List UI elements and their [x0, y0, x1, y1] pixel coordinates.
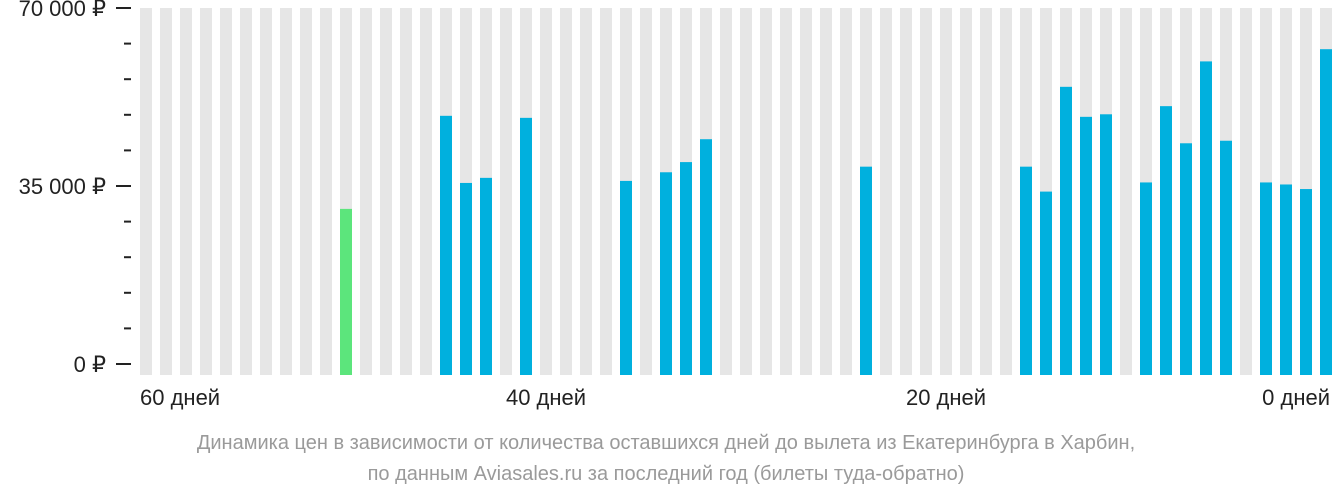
price-bar[interactable]: [1280, 184, 1292, 375]
background-bar: [840, 8, 852, 375]
price-bar[interactable]: [440, 115, 452, 376]
background-bar: [920, 8, 932, 375]
price-bar[interactable]: [1300, 189, 1312, 375]
price-bar[interactable]: [1060, 86, 1072, 375]
price-bar[interactable]: [1200, 61, 1212, 376]
background-bar: [140, 8, 152, 375]
background-bar: [360, 8, 372, 375]
background-bar: [720, 8, 732, 375]
price-bar[interactable]: [1260, 182, 1272, 375]
price-bar[interactable]: [1080, 116, 1092, 375]
background-bar: [320, 8, 332, 375]
price-bar[interactable]: [460, 182, 472, 375]
price-bar[interactable]: [1140, 182, 1152, 375]
background-bar: [240, 8, 252, 375]
x-tick-label: 20 дней: [906, 385, 986, 410]
price-bar[interactable]: [1040, 191, 1052, 375]
background-bar: [220, 8, 232, 375]
x-tick-label: 40 дней: [506, 385, 586, 410]
background-bar: [820, 8, 832, 375]
price-bar[interactable]: [1220, 140, 1232, 375]
background-bar: [300, 8, 312, 375]
price-bar[interactable]: [1020, 166, 1032, 375]
chart-caption-line-2: по данным Aviasales.ru за последний год …: [367, 463, 965, 485]
background-bar: [880, 8, 892, 375]
price-bar[interactable]: [520, 117, 532, 375]
background-bar: [1000, 8, 1012, 375]
background-bar: [420, 8, 432, 375]
x-tick-label: 0 дней: [1262, 385, 1330, 410]
background-bar: [640, 8, 652, 375]
background-bar: [780, 8, 792, 375]
y-tick-label: 35 000 ₽: [19, 174, 106, 199]
background-bar: [280, 8, 292, 375]
price-bar[interactable]: [620, 180, 632, 375]
background-bar: [900, 8, 912, 375]
price-bar[interactable]: [480, 177, 492, 375]
price-bar[interactable]: [660, 172, 672, 375]
background-bar: [740, 8, 752, 375]
background-bar: [380, 8, 392, 375]
background-bar: [600, 8, 612, 375]
background-bar: [160, 8, 172, 375]
y-tick-label: 0 ₽: [74, 352, 106, 377]
background-bar: [180, 8, 192, 375]
price-bar[interactable]: [700, 139, 712, 375]
background-bar: [940, 8, 952, 375]
chart-caption-line-1: Динамика цен в зависимости от количества…: [196, 432, 1136, 454]
y-tick-label: 70 000 ₽: [19, 0, 106, 21]
background-bar: [540, 8, 552, 375]
background-bar: [560, 8, 572, 375]
background-bar: [260, 8, 272, 375]
background-bar: [200, 8, 212, 375]
background-bar: [1120, 8, 1132, 375]
background-bar: [580, 8, 592, 375]
background-bar: [400, 8, 412, 375]
price-bar[interactable]: [1160, 106, 1172, 375]
background-bar: [800, 8, 812, 375]
price-bar[interactable]: [1320, 49, 1332, 376]
price-bar[interactable]: [680, 162, 692, 375]
x-tick-label: 60 дней: [140, 385, 220, 410]
background-bar: [760, 8, 772, 375]
background-bar: [1240, 8, 1252, 375]
cheapest-price-bar[interactable]: [340, 208, 352, 375]
background-bar: [960, 8, 972, 375]
price-bar[interactable]: [1100, 114, 1112, 375]
background-bar: [980, 8, 992, 375]
price-bar[interactable]: [860, 166, 872, 375]
price-chart: 0 ₽ 35 000 ₽ 70 000 ₽ 60 дней 40 дней 20 дней…: [19, 0, 1332, 410]
background-bar: [500, 8, 512, 375]
price-bar[interactable]: [1180, 143, 1192, 375]
